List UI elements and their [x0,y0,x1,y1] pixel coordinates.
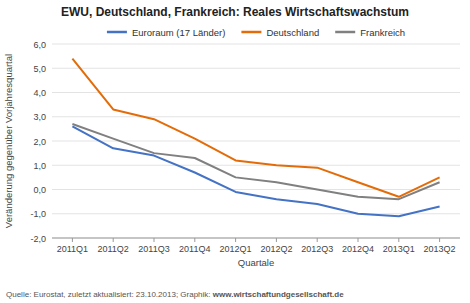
grid-line [52,189,460,190]
y-tick-label: 0,0 [33,185,46,195]
line [72,126,439,216]
legend-label: Deutschland [266,27,319,38]
legend-label: Euroraum (17 Länder) [132,27,225,38]
y-tick-label: 5,0 [33,64,46,74]
x-tick-label: 2012Q4 [342,244,374,254]
x-tick-label: 2011Q2 [98,244,129,254]
y-tick-label: 1,0 [33,161,46,171]
x-tick-label: 2012Q1 [220,244,252,254]
grid [52,44,460,238]
source-part: Quelle: Eurostat, zuletzt aktualisiert: … [6,290,213,299]
title: EWU, Deutschland, Frankreich: Reales Wir… [61,5,409,19]
line [72,59,439,197]
x-tick [72,238,73,242]
y-tick-label: 3,0 [33,112,46,122]
source-part: www.wirtschaftundgesellschaft.de [212,290,344,299]
x-tick-label: 2011Q1 [57,244,88,254]
x-tick-label: 2012Q3 [301,244,333,254]
series-group [72,59,439,217]
y-tick-label: -1,0 [30,209,46,219]
x-axis-label: Quartale [238,257,274,268]
grid-line [52,213,460,214]
x-tick-label: 2011Q3 [138,244,169,254]
legend: Euroraum (17 Länder) Deutschland Frankreic… [107,27,405,38]
x-tick-label: 2013Q2 [424,244,456,254]
x-tick [113,238,114,242]
x-tick [439,238,440,242]
grid-line [52,141,460,142]
grid-line [52,44,460,45]
x-tick [194,238,195,242]
x-tick [358,238,359,242]
grid-line [52,92,460,93]
x-tick-label: 2011Q4 [179,244,210,254]
legend-swatch [335,31,355,34]
y-tick-label: -2,0 [30,234,46,244]
line [72,124,439,199]
source: Quelle: Eurostat, zuletzt aktualisiert: … [6,290,344,299]
grid-line [52,68,460,69]
grid-line [52,165,460,166]
y-tick-label: 4,0 [33,88,46,98]
grid-line [52,116,460,117]
chart: EWU, Deutschland, Frankreich: Reales Wir… [0,0,470,303]
y-tick-label: 2,0 [33,137,46,147]
x-tick [317,238,318,242]
legend-swatch [241,31,261,34]
background [0,0,470,303]
legend-swatch [107,31,127,34]
x-tick-label: 2013Q1 [383,244,415,254]
x-tick [154,238,155,242]
x-tick [276,238,277,242]
legend-label: Frankreich [360,27,405,38]
x-tick [235,238,236,242]
y-axis-label: Veränderung gegenüber Vorjahresquartal [3,54,14,228]
y-tick-label: 6,0 [33,40,46,50]
x-tick [398,238,399,242]
x-tick-label: 2012Q2 [260,244,292,254]
